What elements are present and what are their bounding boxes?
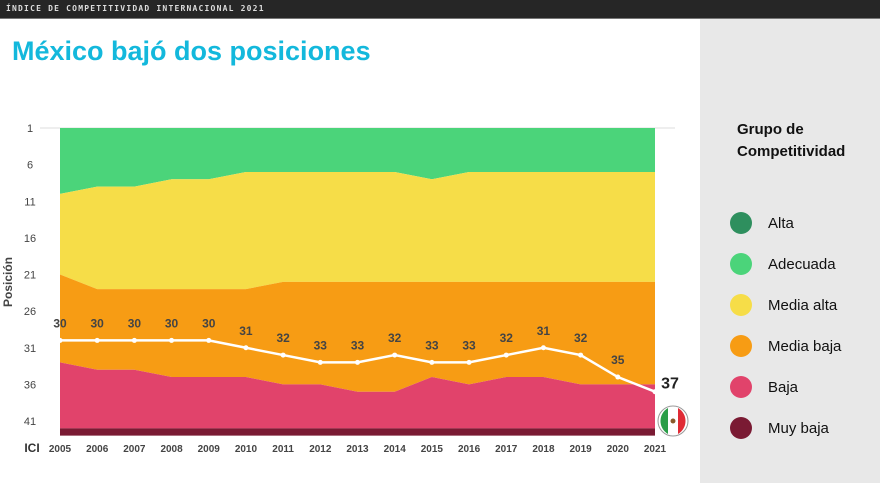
area-muy-baja bbox=[60, 428, 655, 436]
x-tick-label: 2013 bbox=[346, 444, 369, 455]
data-label: 30 bbox=[202, 316, 216, 330]
data-point bbox=[615, 374, 621, 380]
legend-swatch bbox=[730, 253, 752, 275]
x-tick-label: 2008 bbox=[160, 444, 183, 455]
y-tick-label: 16 bbox=[24, 233, 36, 245]
data-label: 30 bbox=[165, 316, 179, 330]
data-label: 31 bbox=[239, 324, 253, 338]
x-tick-label: 2016 bbox=[458, 444, 481, 455]
data-label: 33 bbox=[425, 338, 439, 352]
data-point bbox=[243, 345, 249, 351]
data-label: 30 bbox=[128, 316, 142, 330]
x-tick-label: 2021 bbox=[644, 444, 667, 455]
y-tick-label: 6 bbox=[27, 160, 33, 172]
legend-item: Adecuada bbox=[730, 253, 836, 275]
y-tick-label: 11 bbox=[24, 196, 35, 208]
flag-emblem bbox=[670, 418, 676, 424]
data-point bbox=[429, 359, 435, 365]
data-point bbox=[466, 359, 472, 365]
legend-item: Media baja bbox=[730, 335, 841, 357]
legend-label: Baja bbox=[768, 378, 799, 396]
legend-swatch bbox=[730, 335, 752, 357]
legend-label: Muy baja bbox=[768, 419, 829, 437]
header-label: ÍNDICE DE COMPETITIVIDAD INTERNACIONAL 2… bbox=[6, 4, 265, 13]
page-title: México bajó dos posiciones bbox=[12, 36, 371, 66]
y-tick-label: 36 bbox=[24, 379, 36, 391]
legend-label: Media baja bbox=[768, 337, 842, 355]
legend-swatch bbox=[730, 376, 752, 398]
x-tick-label: 2007 bbox=[123, 444, 146, 455]
data-point bbox=[169, 337, 175, 343]
x-tick-label: 2020 bbox=[607, 444, 630, 455]
y-tick-label: 41 bbox=[24, 416, 36, 428]
legend-label: Adecuada bbox=[768, 255, 836, 273]
legend-item: Baja bbox=[730, 376, 798, 398]
data-point bbox=[317, 359, 323, 365]
data-point bbox=[131, 337, 137, 343]
data-label: 30 bbox=[53, 316, 67, 330]
data-label: 32 bbox=[276, 331, 290, 345]
area-media-baja bbox=[60, 274, 655, 392]
x-tick-label: 2017 bbox=[495, 444, 518, 455]
data-point bbox=[355, 359, 360, 365]
legend-label: Media alta bbox=[768, 296, 838, 314]
legend-item: Media alta bbox=[730, 294, 837, 316]
x-axis-label: ICI bbox=[24, 441, 39, 455]
y-tick-label: 26 bbox=[24, 306, 36, 318]
y-axis-label: Posición bbox=[1, 257, 15, 307]
data-label: 30 bbox=[91, 316, 105, 330]
data-point bbox=[578, 352, 584, 358]
data-point bbox=[540, 345, 546, 351]
y-tick-label: 21 bbox=[24, 270, 36, 282]
data-point bbox=[94, 337, 100, 343]
data-point bbox=[392, 352, 398, 358]
data-label: 32 bbox=[500, 331, 514, 345]
data-label: 37 bbox=[661, 376, 679, 393]
y-tick-label: 1 bbox=[27, 123, 33, 135]
x-tick-label: 2005 bbox=[49, 444, 72, 455]
legend-title: Grupo de Competitividad bbox=[737, 121, 846, 160]
area-adecuada bbox=[60, 128, 655, 194]
data-label: 32 bbox=[574, 331, 588, 345]
y-tick-label: 31 bbox=[24, 343, 36, 355]
data-point bbox=[652, 389, 658, 395]
legend-swatch bbox=[730, 212, 752, 234]
x-tick-label: 2015 bbox=[421, 444, 444, 455]
data-label: 33 bbox=[462, 338, 476, 352]
x-tick-label: 2009 bbox=[198, 444, 221, 455]
x-tick-label: 2010 bbox=[235, 444, 258, 455]
data-point bbox=[57, 337, 63, 343]
x-tick-label: 2019 bbox=[570, 444, 593, 455]
legend-panel: Grupo de Competitividad Alta Adecuada Medi… bbox=[700, 19, 880, 483]
data-point bbox=[280, 352, 286, 358]
x-tick-label: 2018 bbox=[532, 444, 555, 455]
x-tick-label: 2011 bbox=[272, 444, 294, 455]
data-label: 33 bbox=[314, 338, 328, 352]
legend-swatch bbox=[730, 294, 752, 316]
legend-item: Muy baja bbox=[730, 417, 829, 439]
data-label: 32 bbox=[388, 331, 402, 345]
legend-item: Alta bbox=[730, 212, 794, 234]
area-baja bbox=[60, 362, 655, 429]
data-point bbox=[206, 337, 212, 343]
area-media-alta bbox=[60, 171, 655, 290]
x-tick-label: 2012 bbox=[309, 444, 332, 455]
x-tick-label: 2014 bbox=[384, 444, 407, 455]
data-label: 35 bbox=[611, 353, 625, 367]
data-label: 31 bbox=[537, 324, 551, 338]
x-tick-label: 2006 bbox=[86, 444, 109, 455]
legend-label: Alta bbox=[768, 214, 794, 232]
legend-swatch bbox=[730, 417, 752, 439]
header-bar: ÍNDICE DE COMPETITIVIDAD INTERNACIONAL 2… bbox=[0, 0, 880, 19]
data-label: 33 bbox=[351, 338, 365, 352]
data-point bbox=[503, 352, 509, 358]
flag-green bbox=[660, 408, 668, 434]
flag-red bbox=[678, 408, 686, 434]
